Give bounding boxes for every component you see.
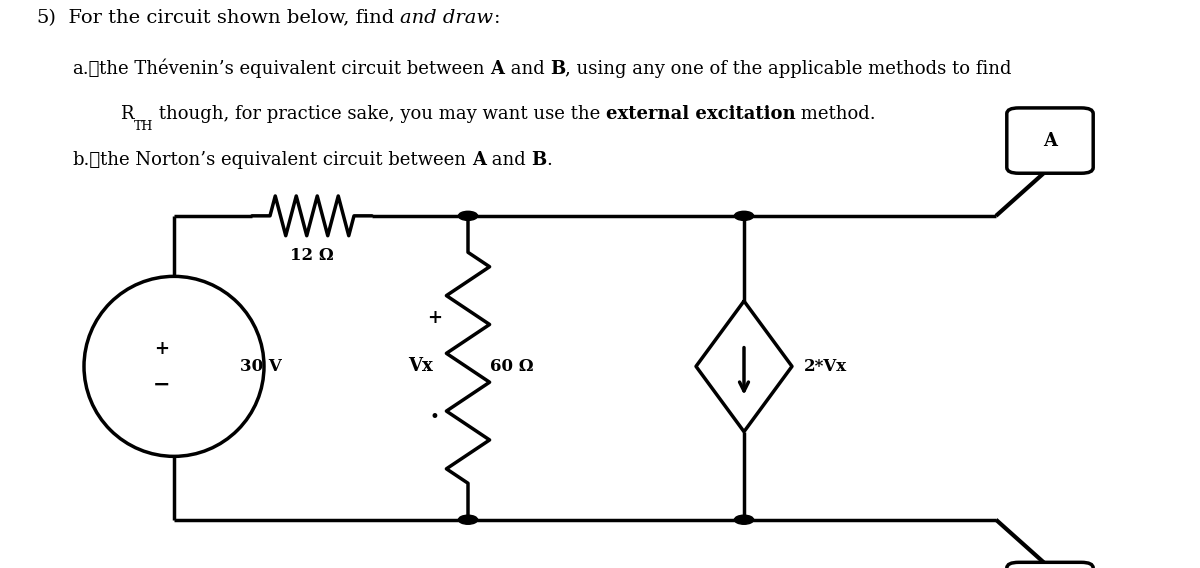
Circle shape <box>458 515 478 524</box>
Circle shape <box>734 211 754 220</box>
Text: •: • <box>430 409 439 426</box>
FancyBboxPatch shape <box>1007 108 1093 173</box>
Circle shape <box>458 211 478 220</box>
Text: a.: a. <box>72 60 100 78</box>
Text: though, for practice sake, you may want use the: though, for practice sake, you may want … <box>152 105 606 123</box>
Text: 12 Ω: 12 Ω <box>290 247 334 264</box>
Text: method.: method. <box>796 105 876 123</box>
Text: :: : <box>493 9 500 27</box>
Text: B: B <box>532 151 547 169</box>
Text: B: B <box>550 60 565 78</box>
Text: TH: TH <box>133 119 152 132</box>
Text: +: + <box>155 340 169 358</box>
Text: A: A <box>491 60 505 78</box>
Text: and: and <box>486 151 532 169</box>
Text: external excitation: external excitation <box>606 105 796 123</box>
Text: A: A <box>1043 132 1057 149</box>
Text: and: and <box>505 60 550 78</box>
Text: Vx: Vx <box>408 357 432 375</box>
Text: and draw: and draw <box>401 9 493 27</box>
Text: 30 V: 30 V <box>240 358 282 375</box>
Text: 60 Ω: 60 Ω <box>490 358 533 375</box>
FancyBboxPatch shape <box>1007 562 1093 568</box>
Text: b.: b. <box>72 151 100 169</box>
Text: the Thévenin’s equivalent circuit between: the Thévenin’s equivalent circuit betwee… <box>100 59 491 78</box>
Text: , using any one of the applicable methods to find: , using any one of the applicable method… <box>565 60 1012 78</box>
Text: R: R <box>120 105 133 123</box>
Circle shape <box>734 515 754 524</box>
Text: 2*Vx: 2*Vx <box>804 358 847 375</box>
Text: 5): 5) <box>36 9 56 27</box>
Text: For the circuit shown below, find: For the circuit shown below, find <box>56 9 401 27</box>
Text: +: + <box>427 309 442 327</box>
Text: A: A <box>472 151 486 169</box>
Text: −: − <box>154 374 170 395</box>
Text: the Norton’s equivalent circuit between: the Norton’s equivalent circuit between <box>100 151 472 169</box>
Text: .: . <box>547 151 552 169</box>
Ellipse shape <box>84 277 264 456</box>
